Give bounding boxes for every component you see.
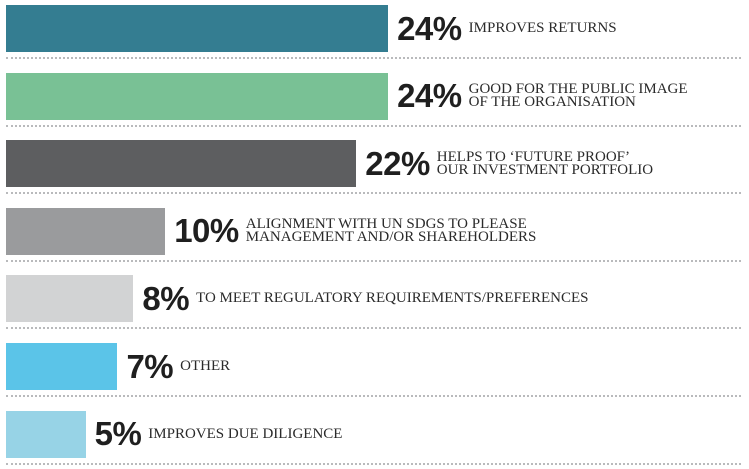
bar <box>6 140 357 188</box>
bar-label: 8% TO MEET REGULATORY REQUIREMENTS/PREFER… <box>142 275 588 322</box>
bar <box>6 72 389 120</box>
category-label: GOOD FOR THE PUBLIC IMAGE OF THE ORGANIS… <box>468 81 688 111</box>
category-label: OTHER <box>180 358 231 374</box>
separator <box>6 57 741 59</box>
bar <box>6 343 118 390</box>
bar <box>6 275 134 323</box>
bar-label: 7% OTHER <box>126 343 230 390</box>
value-label: 22% <box>365 144 430 182</box>
category-label: TO MEET REGULATORY REQUIREMENTS/PREFEREN… <box>196 290 589 307</box>
bar-row: 7% OTHER <box>0 338 749 406</box>
category-label: HELPS TO ‘FUTURE PROOF’ OUR INVESTMENT P… <box>436 148 654 178</box>
value-label: 8% <box>142 279 190 317</box>
bar-label: 5% IMPROVES DUE DILIGENCE <box>95 411 343 458</box>
bar-row: 8% TO MEET REGULATORY REQUIREMENTS/PREFER… <box>0 270 749 338</box>
value-label: 24% <box>397 9 462 47</box>
value-label: 7% <box>126 347 174 385</box>
separator <box>6 395 741 397</box>
bar-label: 24% GOOD FOR THE PUBLIC IMAGE OF THE ORGA… <box>397 73 687 120</box>
separator <box>6 124 741 127</box>
bar-label: 22% HELPS TO ‘FUTURE PROOF’ OUR INVESTMEN… <box>365 140 653 187</box>
bar <box>6 5 389 52</box>
bar-label: 10% ALIGNMENT WITH UN SDGS TO PLEASE MANA… <box>174 208 536 255</box>
bar-row: 10% ALIGNMENT WITH UN SDGS TO PLEASE MANA… <box>0 203 749 271</box>
bar-row: 22% HELPS TO ‘FUTURE PROOF’ OUR INVESTMEN… <box>0 135 749 203</box>
bar-row: 24% IMPROVES RETURNS <box>0 0 749 68</box>
separator <box>6 327 741 330</box>
separator <box>6 462 741 465</box>
bar <box>6 207 166 255</box>
separator <box>6 192 741 195</box>
category-label: IMPROVES RETURNS <box>468 20 617 36</box>
category-label: IMPROVES DUE DILIGENCE <box>148 425 343 442</box>
bar-label: 24% IMPROVES RETURNS <box>397 5 617 52</box>
bar-row: 5% IMPROVES DUE DILIGENCE <box>0 406 749 469</box>
separator <box>6 259 741 262</box>
bar <box>6 410 86 458</box>
value-label: 24% <box>397 77 462 115</box>
value-label: 5% <box>94 415 142 453</box>
bar-row: 24% GOOD FOR THE PUBLIC IMAGE OF THE ORGA… <box>0 68 749 136</box>
value-label: 10% <box>174 212 239 250</box>
category-label: ALIGNMENT WITH UN SDGS TO PLEASE MANAGEM… <box>245 216 537 246</box>
